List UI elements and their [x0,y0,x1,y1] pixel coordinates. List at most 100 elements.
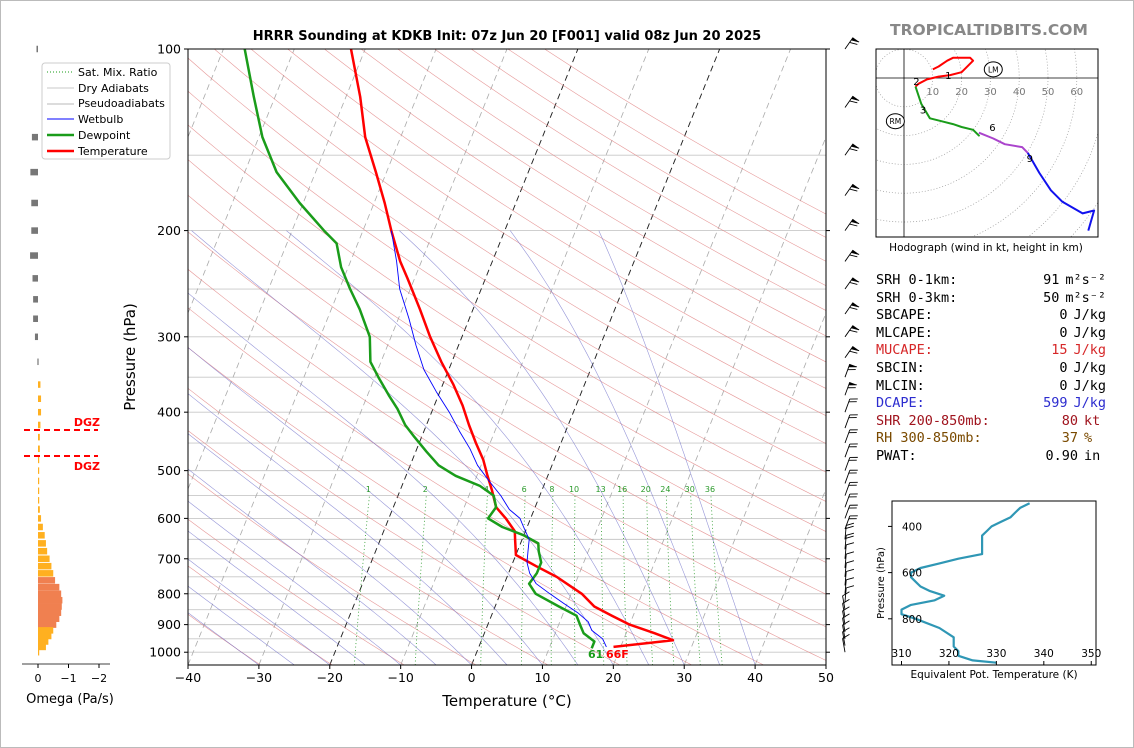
omega-bar [38,515,42,522]
y-tick-label: 800 [157,586,181,601]
omega-bar [38,627,54,634]
isotherm [612,135,826,665]
param-unit: J/kg [1073,377,1106,394]
barb-flag [851,184,860,189]
mixing-ratio-label: 2 [423,485,428,494]
theta-e-y-tick-label: 400 [902,521,922,533]
theta-e-y-tick-label: 800 [902,614,922,626]
wind-barbs [842,37,860,653]
wind-barb [844,551,855,569]
y-tick-label: 300 [157,329,181,344]
dry-adiabat [324,49,826,363]
pseudoadiabat [399,230,685,665]
barb-flag [851,95,860,101]
hodograph-height-label: 2 [913,77,919,88]
hodograph-ring-label: 20 [955,87,968,98]
wind-barb [844,346,860,359]
param-label: SRH 0-1km: [876,272,958,288]
param-unit: J/kg [1073,324,1106,341]
omega-bar [38,583,60,591]
x-tick-label: 20 [605,670,621,685]
mixing-ratio-line [521,495,526,665]
pseudoadiabat [188,612,260,665]
x-tick-label: −10 [387,670,413,685]
param-unit: m²s⁻² [1065,289,1106,306]
barb-line [849,254,858,258]
pseudoadiabat [509,230,720,665]
param-label: RH 300-850mb: [876,430,982,447]
wind-barb [844,493,858,508]
theta-e-profile [900,502,1031,664]
dry-adiabat [188,473,477,665]
theta-e-x-tick-label: 310 [891,648,911,660]
barb-staff [844,443,851,458]
mixing-ratio-line [622,495,628,665]
hodograph-ring-label: 30 [984,87,997,98]
param-value: 0 [1059,324,1068,341]
mixing-ratio-line [414,495,427,665]
omega-bar [36,45,38,53]
hodograph-height-label: 3 [920,106,926,117]
pseudoadiabat [191,230,614,665]
omega-bar [38,523,43,531]
barb-line [849,329,858,333]
barb-line [846,560,855,564]
param-row: SRH 0-3km: 50 m²s⁻² [876,290,1106,308]
omega-bar [38,638,49,645]
barb-flag [851,37,860,43]
x-tick-label: −20 [317,670,343,685]
wind-barb [844,456,858,471]
barb-line [846,551,855,555]
wind-barb [844,443,858,458]
omega-bar [33,315,38,322]
barb-line [851,251,860,255]
wind-barb [844,95,860,108]
barb-line [846,522,855,526]
barb-line [849,188,858,192]
barb-staff [844,363,851,378]
barb-staff [844,525,847,540]
dry-adiabat [188,613,261,665]
isotherm [258,49,508,665]
param-row: PWAT: 0.90 in [876,448,1106,466]
pseudoadiabat [188,558,330,665]
barb-line [842,633,850,639]
barb-line [849,282,858,285]
legend: Sat. Mix. Ratio Dry Adiabats Pseudoadiab… [41,62,171,160]
dry-adiabat [188,430,549,665]
isotherm [754,487,826,665]
hodograph-ring-label: 10 [926,87,939,98]
omega-bar [38,487,40,495]
param-value: 15 [1051,342,1068,359]
omega-bar [38,632,52,640]
barb-line [842,613,850,619]
barb-line [851,186,860,189]
omega-bar [38,643,46,651]
param-label: SBCIN: [876,359,925,376]
barb-line [849,148,858,152]
omega-bar [38,532,45,539]
dry-adiabat [188,159,826,563]
barb-line [851,145,860,149]
x-tick-label: 10 [534,670,550,685]
omega-bar [38,621,57,628]
y-tick-label: 200 [157,223,181,238]
omega-bar [38,445,40,453]
barb-flag [851,346,860,351]
isotherm [0,49,11,665]
barb-staff [844,381,851,396]
dry-adiabat [188,388,621,665]
wetbulb-profile [390,230,607,648]
barb-staff [844,414,851,429]
omega-bar [38,395,42,402]
wind-barb [842,613,850,632]
hodograph-trace [914,86,980,137]
hodograph-ring-label: 60 [1070,87,1083,98]
theta-e-y-tick-label: 600 [902,568,922,580]
barb-line [849,350,858,354]
pseudoadiabat [188,347,543,665]
wind-barb [844,325,860,338]
barb-staff [842,638,846,653]
barb-line [851,221,860,224]
legend-wetbulb: Wetbulb [78,113,123,126]
